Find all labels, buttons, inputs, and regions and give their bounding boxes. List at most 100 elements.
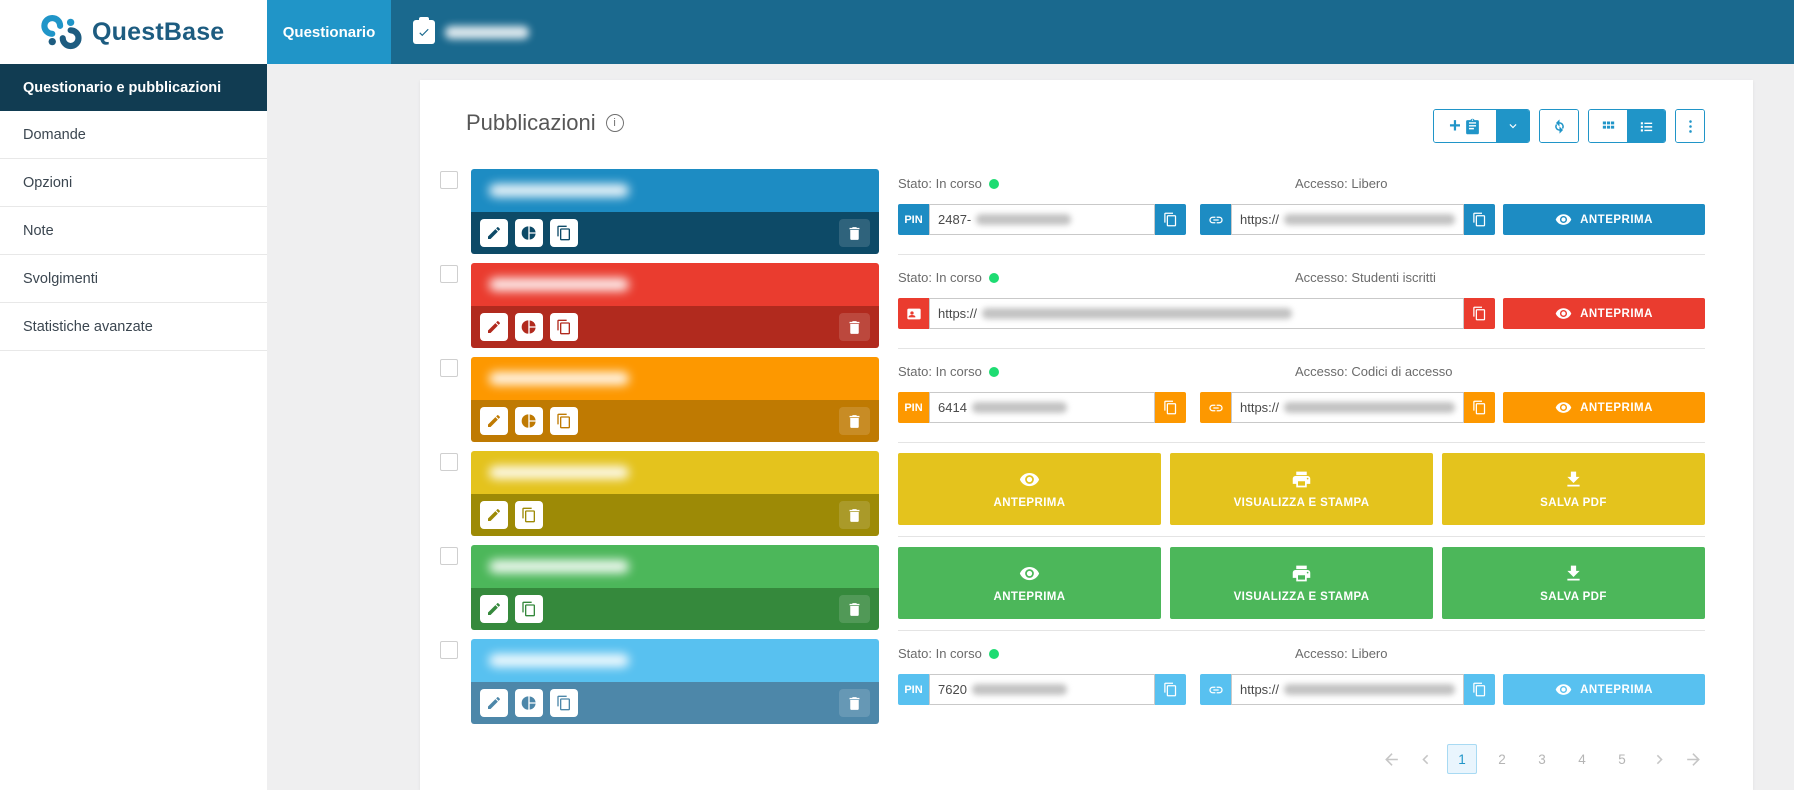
copy-url-button[interactable] (1464, 298, 1495, 329)
pin-input[interactable]: 2487- (929, 204, 1155, 235)
delete-button[interactable] (839, 407, 870, 435)
anteprima-button[interactable]: ANTEPRIMA (1503, 392, 1705, 423)
delete-button[interactable] (839, 219, 870, 247)
row-checkbox[interactable] (440, 359, 458, 377)
publication-card (471, 169, 879, 254)
row-checkbox[interactable] (440, 641, 458, 659)
next-page-button[interactable] (1647, 747, 1671, 771)
info-icon[interactable]: i (605, 114, 624, 132)
sidebar-item[interactable]: Note (0, 207, 267, 255)
first-page-button[interactable] (1379, 747, 1403, 771)
duplicate-button[interactable] (550, 407, 578, 435)
anteprima-button[interactable]: ANTEPRIMA (1503, 204, 1705, 235)
add-publication-dropdown-button[interactable] (1496, 110, 1529, 142)
page-button[interactable]: 3 (1527, 744, 1557, 774)
view-print-button[interactable]: VISUALIZZA E STAMPA (1170, 453, 1433, 525)
link-icon (1208, 686, 1223, 693)
copy-url-button[interactable] (1464, 204, 1495, 235)
statistics-button[interactable] (515, 313, 543, 341)
anteprima-button[interactable]: ANTEPRIMA (1503, 674, 1705, 705)
copy-icon (1473, 682, 1486, 697)
url-input[interactable]: https:// (929, 298, 1464, 329)
url-input[interactable]: https:// (1231, 204, 1464, 235)
delete-button[interactable] (839, 313, 870, 341)
download-icon (1567, 471, 1580, 487)
previous-page-button[interactable] (1413, 747, 1437, 771)
add-publication-button[interactable]: + (1434, 110, 1496, 142)
page-button[interactable]: 2 (1487, 744, 1517, 774)
pin-input[interactable]: 7620 (929, 674, 1155, 705)
access-text: Accesso: Codici di accesso (1295, 364, 1453, 379)
edit-button[interactable] (480, 501, 508, 529)
card-title-bar[interactable] (471, 545, 879, 588)
duplicate-button[interactable] (515, 595, 543, 623)
status-dot (988, 273, 999, 283)
edit-button[interactable] (480, 689, 508, 717)
edit-button[interactable] (480, 313, 508, 341)
statistics-button[interactable] (515, 219, 543, 247)
delete-button[interactable] (839, 501, 870, 529)
list-view-button[interactable] (1627, 110, 1665, 142)
statistics-button[interactable] (515, 689, 543, 717)
tab-questionario[interactable]: Questionario (267, 0, 391, 64)
printer-icon (1292, 565, 1311, 582)
page-button[interactable]: 1 (1447, 744, 1477, 774)
view-print-button[interactable]: VISUALIZZA E STAMPA (1170, 547, 1433, 619)
blurred-url (1284, 214, 1455, 225)
page-button[interactable]: 4 (1567, 744, 1597, 774)
preview-button[interactable]: ANTEPRIMA (898, 547, 1161, 619)
arrow-right-icon (1686, 752, 1700, 766)
copy-icon (557, 413, 570, 429)
delete-button[interactable] (839, 595, 870, 623)
sidebar-item[interactable]: Svolgimenti (0, 255, 267, 303)
duplicate-button[interactable] (550, 313, 578, 341)
sidebar-item[interactable]: Statistiche avanzate (0, 303, 267, 351)
preview-button[interactable]: ANTEPRIMA (898, 453, 1161, 525)
save-pdf-button[interactable]: SALVA PDF (1442, 453, 1705, 525)
copy-url-button[interactable] (1464, 392, 1495, 423)
copy-pin-button[interactable] (1155, 674, 1186, 705)
sidebar-item[interactable]: Questionario e pubblicazioni (0, 64, 267, 111)
edit-button[interactable] (480, 407, 508, 435)
last-page-button[interactable] (1681, 747, 1705, 771)
edit-button[interactable] (480, 219, 508, 247)
row-checkbox[interactable] (440, 265, 458, 283)
delete-button[interactable] (839, 689, 870, 717)
row-checkbox[interactable] (440, 453, 458, 471)
pie-chart-icon (521, 696, 536, 710)
chevron-left-icon (1421, 754, 1428, 764)
sidebar-item[interactable]: Opzioni (0, 159, 267, 207)
edit-button[interactable] (480, 595, 508, 623)
sidebar-item[interactable]: Domande (0, 111, 267, 159)
save-pdf-button[interactable]: SALVA PDF (1442, 547, 1705, 619)
row-checkbox[interactable] (440, 547, 458, 565)
duplicate-button[interactable] (550, 689, 578, 717)
anteprima-button[interactable]: ANTEPRIMA (1503, 298, 1705, 329)
statistics-button[interactable] (515, 407, 543, 435)
card-title-bar[interactable] (471, 451, 879, 494)
pin-input[interactable]: 6414 (929, 392, 1155, 423)
more-options-button[interactable] (1676, 110, 1704, 142)
copy-pin-button[interactable] (1155, 392, 1186, 423)
duplicate-button[interactable] (550, 219, 578, 247)
card-title-bar[interactable] (471, 639, 879, 682)
page-button[interactable]: 5 (1607, 744, 1637, 774)
card-title-bar[interactable] (471, 357, 879, 400)
blurred-url (1284, 684, 1455, 695)
copy-pin-button[interactable] (1155, 204, 1186, 235)
url-value: https:// (1240, 682, 1280, 697)
url-input[interactable]: https:// (1231, 674, 1464, 705)
duplicate-button[interactable] (515, 501, 543, 529)
copy-icon (522, 507, 535, 523)
blurred-pin (971, 402, 1067, 413)
row-checkbox[interactable] (440, 171, 458, 189)
tab-current-document[interactable] (391, 0, 551, 64)
grid-view-button[interactable] (1589, 110, 1627, 142)
refresh-button[interactable] (1540, 110, 1578, 142)
card-title-bar[interactable] (471, 263, 879, 306)
url-input[interactable]: https:// (1231, 392, 1464, 423)
pencil-icon (488, 509, 500, 521)
row-io: PIN 6414 https:// ANTEPRIMA (898, 392, 1705, 423)
card-title-bar[interactable] (471, 169, 879, 212)
copy-url-button[interactable] (1464, 674, 1495, 705)
